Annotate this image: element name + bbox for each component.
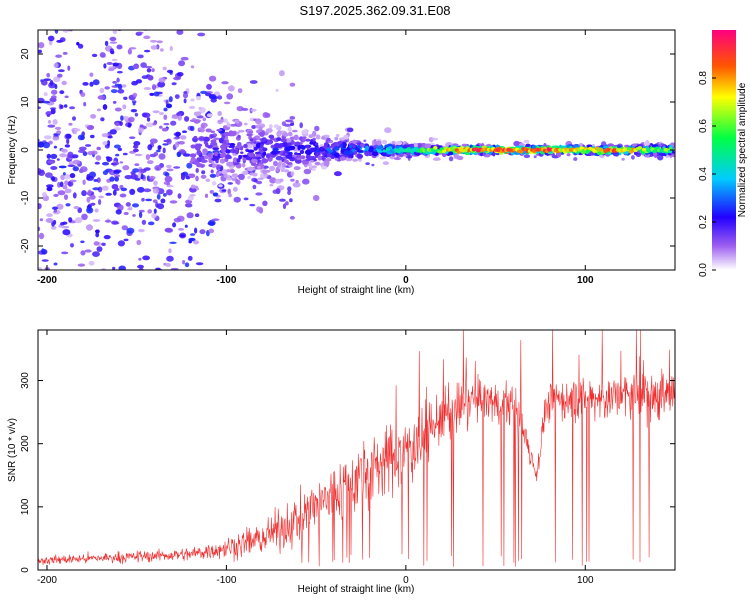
spectrogram-x-tick-label: 0 <box>403 275 409 286</box>
snr-x-tick-label: 100 <box>577 575 594 586</box>
colorbar-tick-label: 0.4 <box>698 167 709 181</box>
spectrogram-y-tick-label: -10 <box>20 190 31 205</box>
colorbar-tick-label: 0.2 <box>698 215 709 229</box>
colorbar-label: Normalized spectral amplitude <box>737 82 748 217</box>
spectrogram-x-tick-label: -100 <box>216 275 236 286</box>
figure-title: S197.2025.362.09.31.E08 <box>299 3 450 18</box>
spectrogram-x-label: Height of straight line (km) <box>298 285 415 296</box>
snr-y-tick-label: 0 <box>20 567 31 573</box>
snr-x-label: Height of straight line (km) <box>298 584 415 595</box>
snr-frame <box>37 329 676 571</box>
spectrogram-y-tick-label: 20 <box>20 48 31 60</box>
snr-x-tick-label: -200 <box>37 575 57 586</box>
spectrogram-y-label: Frequency (Hz) <box>7 116 18 185</box>
spectrogram-x-tick-label: -200 <box>37 275 57 286</box>
colorbar-ticks: 0.0 0.2 0.4 0.6 0.8 <box>698 71 716 277</box>
snr-y-tick-label: 300 <box>20 372 31 389</box>
colorbar-tick-label: 0.8 <box>698 71 709 85</box>
spectrogram-y-tick-label: 10 <box>20 96 31 108</box>
snr-panel: -200 -100 0 100 0 100 200 300 Height of straigh… <box>7 329 676 595</box>
colorbar: 0.0 0.2 0.4 0.6 0.8 Normalized spectral ampl… <box>698 30 748 277</box>
colorbar-gradient <box>712 30 736 270</box>
spectrogram-heatmap <box>38 30 675 270</box>
snr-series-line <box>38 330 675 567</box>
spectrogram-x-tick-label: 100 <box>577 275 594 286</box>
spectrogram-y-tick-label: 0 <box>20 147 31 153</box>
spectrogram-y-tick-label: -20 <box>20 238 31 253</box>
snr-y-label: SNR (10 * v/v) <box>7 418 18 482</box>
colorbar-tick-label: 0.0 <box>698 263 709 277</box>
snr-x-tick-label: -100 <box>216 575 236 586</box>
snr-y-tick-label: 100 <box>20 498 31 515</box>
snr-axes: -200 -100 0 100 0 100 200 300 <box>20 330 675 586</box>
colorbar-tick-label: 0.6 <box>698 119 709 133</box>
snr-y-tick-label: 200 <box>20 435 31 452</box>
snr-x-tick-label: 0 <box>403 575 409 586</box>
